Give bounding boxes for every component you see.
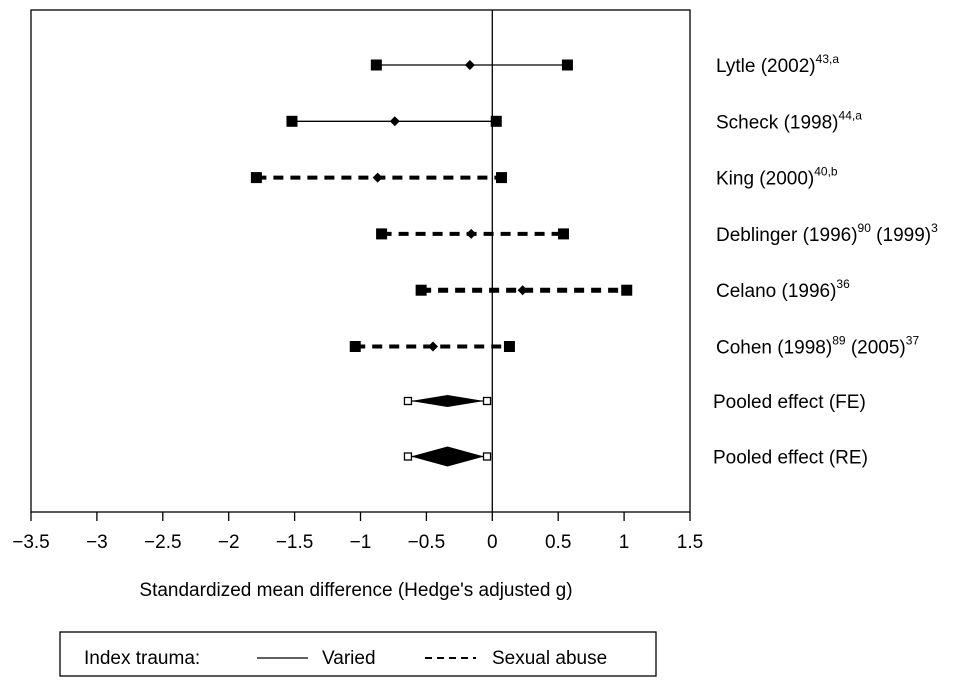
x-tick-label: −3.5 <box>12 532 50 553</box>
ci-lower-marker <box>415 284 427 296</box>
ci-lower-marker <box>349 341 361 352</box>
x-tick-label: −2 <box>218 532 240 553</box>
study-label: Lytle (2002)43,a <box>716 52 839 77</box>
study-label: Deblinger (1996)90 (1999)3 <box>716 221 938 246</box>
ci-upper-marker <box>496 172 508 184</box>
pooled-upper-marker <box>482 396 492 406</box>
study-label: King (2000)40,b <box>716 165 838 190</box>
point-estimate-marker <box>389 116 400 127</box>
legend: Index trauma: Varied Sexual abuse <box>59 631 657 677</box>
ci-upper-marker <box>621 284 633 296</box>
ci-upper-marker <box>557 228 569 240</box>
study-rows <box>250 59 633 467</box>
pooled-diamond <box>410 446 485 467</box>
pooled-label: Pooled effect (RE) <box>713 448 868 469</box>
point-estimate-marker <box>466 228 477 239</box>
x-tick-label: −0.5 <box>408 532 446 553</box>
point-estimate-marker <box>427 341 438 352</box>
ci-lower-marker <box>286 115 298 127</box>
ci-upper-marker <box>561 59 573 71</box>
legend-item-varied: Varied <box>322 648 376 669</box>
study-label: Cohen (1998)89 (2005)37 <box>716 334 919 359</box>
legend-item-sexual-abuse: Sexual abuse <box>492 648 607 669</box>
ci-upper-marker <box>503 341 515 352</box>
point-estimate-marker <box>372 172 383 183</box>
x-axis-ticks: −3.5 −3 −2.5 −2 −1.5 −1 −0.5 0 0.5 1 1.5 <box>12 512 703 553</box>
ci-upper-marker <box>490 115 502 127</box>
point-estimate-marker <box>517 285 528 296</box>
study-label: Celano (1996)36 <box>716 277 850 302</box>
study-label: Scheck (1998)44,a <box>716 108 862 133</box>
legend-title: Index trauma: <box>84 648 200 669</box>
pooled-label: Pooled effect (FE) <box>713 392 866 413</box>
x-tick-label: −1.5 <box>276 532 314 553</box>
pooled-lower-marker <box>403 396 413 406</box>
legend-box <box>59 631 657 677</box>
pooled-diamond <box>410 395 485 407</box>
x-tick-label: 0 <box>487 532 498 553</box>
x-tick-label: −3 <box>86 532 108 553</box>
x-tick-label: 1.5 <box>677 532 703 553</box>
pooled-upper-marker <box>482 452 492 461</box>
study-labels: Lytle (2002)43,a Scheck (1998)44,a King (2… <box>713 52 938 469</box>
plot-frame <box>30 9 691 513</box>
x-tick-label: −1 <box>350 532 372 553</box>
ci-lower-marker <box>376 228 388 240</box>
pooled-lower-marker <box>403 452 413 461</box>
ci-lower-marker <box>370 59 382 71</box>
x-tick-label: 0.5 <box>545 532 571 553</box>
x-tick-label: 1 <box>619 532 630 553</box>
point-estimate-marker <box>464 60 475 70</box>
x-tick-label: −2.5 <box>144 532 182 553</box>
x-axis-title: Standardized mean difference (Hedge's ad… <box>139 580 572 601</box>
ci-lower-marker <box>250 172 262 184</box>
